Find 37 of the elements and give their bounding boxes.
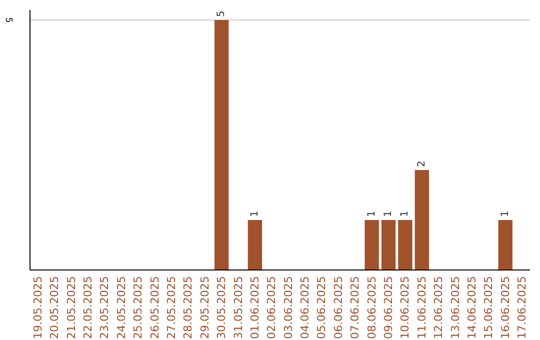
- x-tick-label: 11.06.2025: [415, 276, 428, 339]
- data-label: 1: [400, 210, 411, 217]
- x-tick-label: 02.06.2025: [265, 276, 278, 339]
- x-tick-label: 03.06.2025: [282, 276, 295, 339]
- x-tick-label: 22.05.2025: [82, 276, 95, 339]
- x-tick-label: 08.06.2025: [365, 276, 378, 339]
- x-tick-label: 25.05.2025: [132, 276, 145, 339]
- x-tick-label: 06.06.2025: [332, 276, 345, 339]
- data-label: 1: [383, 210, 394, 217]
- data-label: 1: [249, 210, 260, 217]
- data-label: 2: [416, 160, 428, 167]
- x-tick-label: 31.05.2025: [232, 276, 245, 339]
- x-tick-label: 04.06.2025: [298, 276, 312, 339]
- x-tick-label: 16.06.2025: [498, 276, 512, 339]
- x-tick-label: 30.05.2025: [215, 276, 228, 339]
- x-tick-label: 15.06.2025: [482, 276, 496, 339]
- x-tick-label: 21.05.2025: [64, 276, 78, 339]
- x-tick-label: 20.05.2025: [48, 276, 62, 339]
- x-tick-label: 10.06.2025: [398, 276, 412, 339]
- data-label: 1: [366, 210, 378, 217]
- x-tick-label: 14.06.2025: [465, 276, 478, 339]
- x-tick-label: 24.05.2025: [114, 276, 128, 339]
- x-tick-label: 09.06.2025: [382, 276, 396, 339]
- x-tick-label: 28.05.2025: [182, 276, 195, 339]
- data-label: 1: [500, 210, 511, 217]
- x-tick-label: 26.05.2025: [148, 276, 162, 339]
- x-tick-label: 23.05.2025: [98, 276, 112, 339]
- x-tick-label: 17.06.2025: [516, 276, 529, 339]
- x-tick-label: 12.06.2025: [432, 276, 446, 339]
- x-tick-label: 05.06.2025: [315, 276, 328, 339]
- x-tick-label: 13.06.2025: [448, 276, 462, 339]
- x-tick-label: 07.06.2025: [348, 276, 362, 339]
- x-tick-label: 29.05.2025: [198, 276, 212, 339]
- data-label: 5: [216, 10, 228, 17]
- x-tick-label: 19.05.2025: [31, 276, 44, 339]
- x-tick-label: 01.06.2025: [248, 276, 262, 339]
- x-tick-label: 27.05.2025: [164, 276, 178, 339]
